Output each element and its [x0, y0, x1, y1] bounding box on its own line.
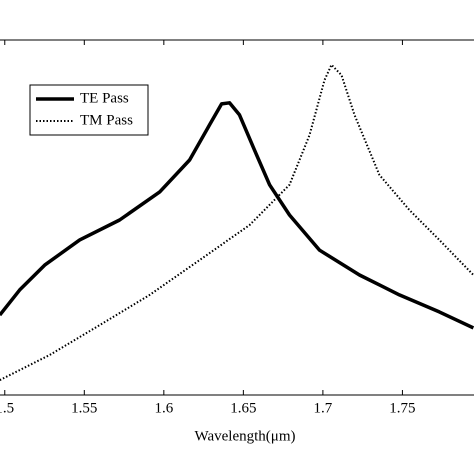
legend-label: TE Pass — [80, 90, 129, 106]
x-tick-label: 1.6 — [154, 400, 173, 416]
x-tick-label: 1.5 — [0, 400, 14, 416]
legend-label: TM Pass — [80, 112, 133, 128]
x-tick-label: 1.55 — [71, 400, 97, 416]
line-series — [0, 101, 474, 330]
x-tick-label: 1.7 — [314, 400, 333, 416]
legend-box — [29, 84, 149, 136]
x-axis-label: Wavelength(μm) — [195, 428, 296, 444]
x-tick-label: 1.65 — [230, 400, 256, 416]
x-tick-label: 1.75 — [389, 400, 415, 416]
